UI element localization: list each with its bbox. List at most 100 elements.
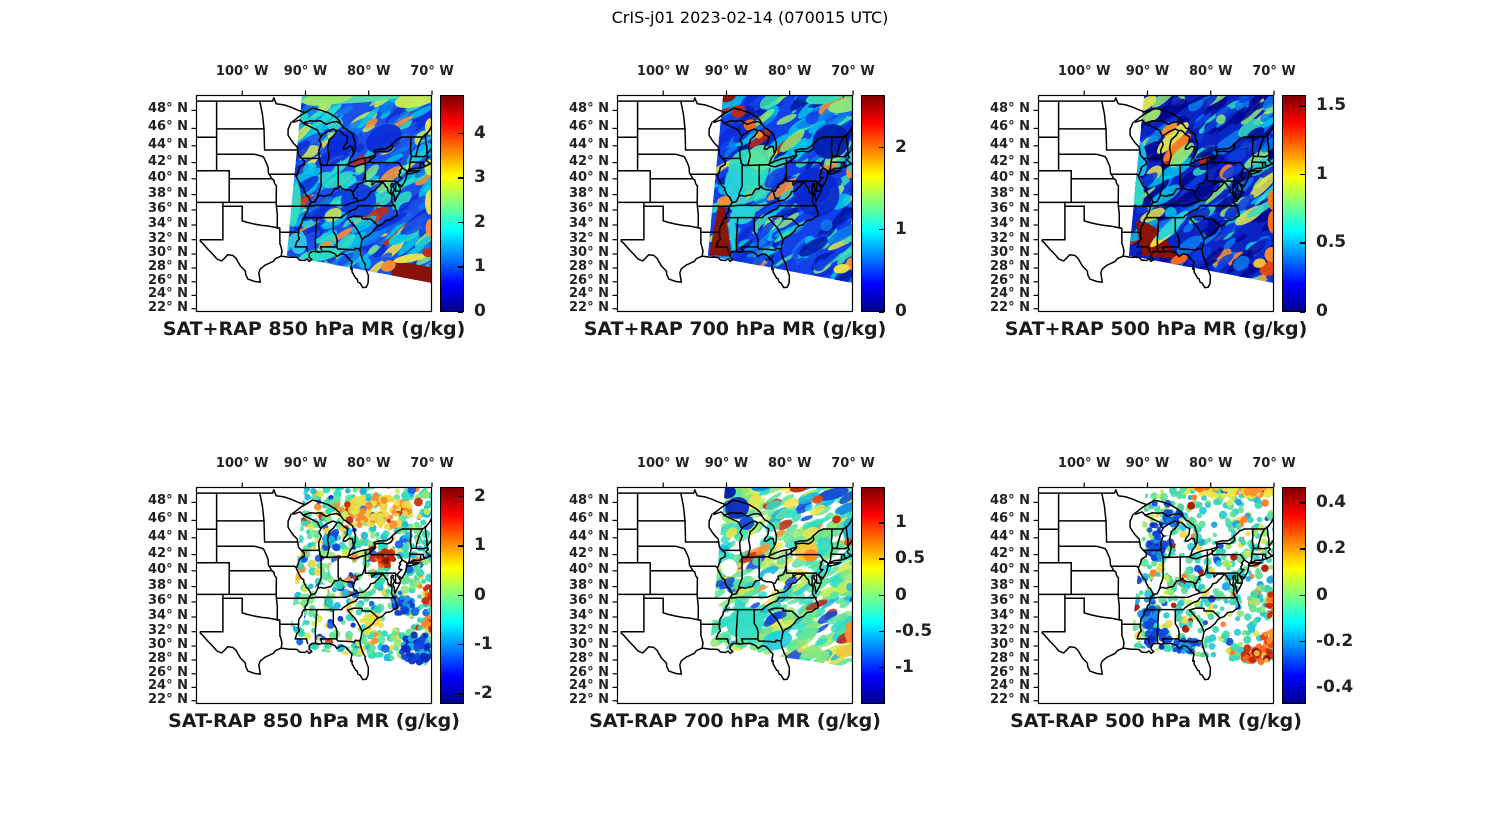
lat-tick-label: 38° N [990,577,1030,593]
colorbar-tick [879,558,884,560]
colorbar-tick [879,228,884,231]
lat-tick-label: 36° N [569,593,609,608]
colorbar-tick [458,266,463,269]
map-frame [195,486,433,705]
lat-tick-label: 48° N [990,493,1030,509]
lon-tick-label: 100° W [636,64,690,79]
axis-ticks [191,482,433,702]
lat-tick-label: 46° N [148,511,188,527]
map-sat-minus-rap-850 [191,482,433,705]
lat-tick-label: 24° N [990,678,1030,694]
lon-tick-label: 100° W [1057,64,1111,79]
lat-tick-label: 44° N [990,528,1030,544]
colorbar-tick-label: 3 [474,167,486,188]
lon-tick-label: 80° W [346,64,391,79]
panel-title-sat-minus-rap-700: SAT-RAP 700 hPa MR (g/kg) [589,710,881,732]
axis-ticks [1033,90,1275,310]
lon-tick-label: 70° W [831,64,875,79]
colorbar-tick-label: 0 [1316,584,1328,605]
lat-tick-label: 30° N [148,244,188,260]
lat-tick-label: 40° N [148,561,188,577]
lon-tick-label: 70° W [831,456,875,471]
colorbar-tick [1300,594,1305,597]
lat-tick-label: 34° N [990,216,1030,231]
lat-tick-label: 42° N [569,153,609,169]
lat-tick-label: 24° N [569,678,609,694]
lon-tick-label: 100° W [1057,456,1111,471]
colorbar-tick-label: 1 [474,256,486,277]
panel-title-sat-minus-rap-850: SAT-RAP 850 hPa MR (g/kg) [168,710,460,732]
lat-tick-label: 22° N [569,691,609,707]
lat-tick-label: 46° N [990,511,1030,527]
lat-tick-label: 26° N [569,664,609,680]
lon-tick-label: 80° W [1188,64,1233,79]
lat-tick-label: 28° N [148,651,188,667]
lat-tick-label: 34° N [148,216,188,231]
lat-tick-label: 42° N [569,545,609,561]
colorbar-tick [1300,104,1305,107]
lat-tick-label: 32° N [990,230,1030,246]
panel-title-sat-plus-rap-850: SAT+RAP 850 hPa MR (g/kg) [162,318,466,340]
lat-tick-label: 36° N [990,201,1030,216]
lat-tick-label: 32° N [990,622,1030,638]
colorbar-tick-label: 0 [1316,301,1328,321]
map-sat-minus-rap-500 [1033,482,1275,705]
lat-tick-label: 34° N [569,216,609,231]
colorbar-tick-label: 0.2 [1316,538,1347,559]
colorbar-tick [458,311,463,313]
panel-title-sat-plus-rap-500: SAT+RAP 500 hPa MR (g/kg) [1004,318,1308,340]
colorbar-tick [458,177,463,179]
lat-tick-label: 40° N [990,169,1030,185]
colorbar-tick [879,522,884,524]
lon-tick-label: 70° W [1252,456,1296,471]
colorbar-tick-label: 1 [1316,163,1328,184]
colorbar-sat-plus-rap-500 [1282,95,1306,312]
colorbar-tick [1300,640,1305,643]
lon-tick-label: 90° W [704,64,749,79]
colorbar-tick [1300,548,1305,550]
lat-tick-label: 40° N [990,561,1030,577]
colorbar-tick [458,643,463,646]
lat-tick-label: 26° N [148,272,188,288]
state-borders [1038,489,1274,681]
colorbar-tick-label: 0 [474,301,486,321]
colorbar-tick-label: -0.5 [895,620,933,641]
colorbar-tick [1300,686,1305,689]
colorbar-tick [458,594,463,597]
lat-tick-label: 24° N [148,286,188,302]
lat-tick-label: 48° N [148,493,188,509]
lat-tick-label: 24° N [990,286,1030,302]
map-frame [1037,486,1275,705]
lat-tick-label: 24° N [569,286,609,302]
colorbar-tick-label: 0.5 [1316,232,1347,253]
colorbar-tick [879,630,884,633]
lon-tick-label: 100° W [636,456,690,471]
colorbar-tick [458,545,463,547]
lat-tick-label: 32° N [569,230,609,246]
colorbar-tick [458,495,463,498]
data-swath [289,487,432,666]
lat-tick-label: 48° N [148,101,188,117]
colorbar-tick-label: -1 [474,633,493,654]
map-frame [616,486,854,705]
lat-tick-label: 44° N [569,528,609,544]
lon-tick-label: 70° W [410,456,454,471]
map-sat-plus-rap-850 [191,90,433,313]
lat-tick-label: 38° N [990,185,1030,201]
figure-title: CrIS-j01 2023-02-14 (070015 UTC) [611,8,889,27]
lat-tick-label: 34° N [990,608,1030,623]
colorbar-sat-plus-rap-700 [861,95,885,312]
colorbar-tick [879,666,884,669]
colorbar-tick [879,311,884,313]
colorbar-tick-label: 0 [474,584,486,605]
lat-tick-label: 42° N [990,545,1030,561]
map-sat-plus-rap-700 [612,90,854,313]
colorbar-tick-label: -0.4 [1316,676,1354,697]
colorbar-tick-label: 2 [895,136,907,157]
colorbar-tick [1300,311,1305,313]
lat-tick-label: 22° N [990,691,1030,707]
lon-tick-label: 80° W [1188,456,1233,471]
lat-tick-label: 30° N [148,636,188,652]
map-sat-minus-rap-700 [612,482,854,705]
map-frame [195,94,433,313]
